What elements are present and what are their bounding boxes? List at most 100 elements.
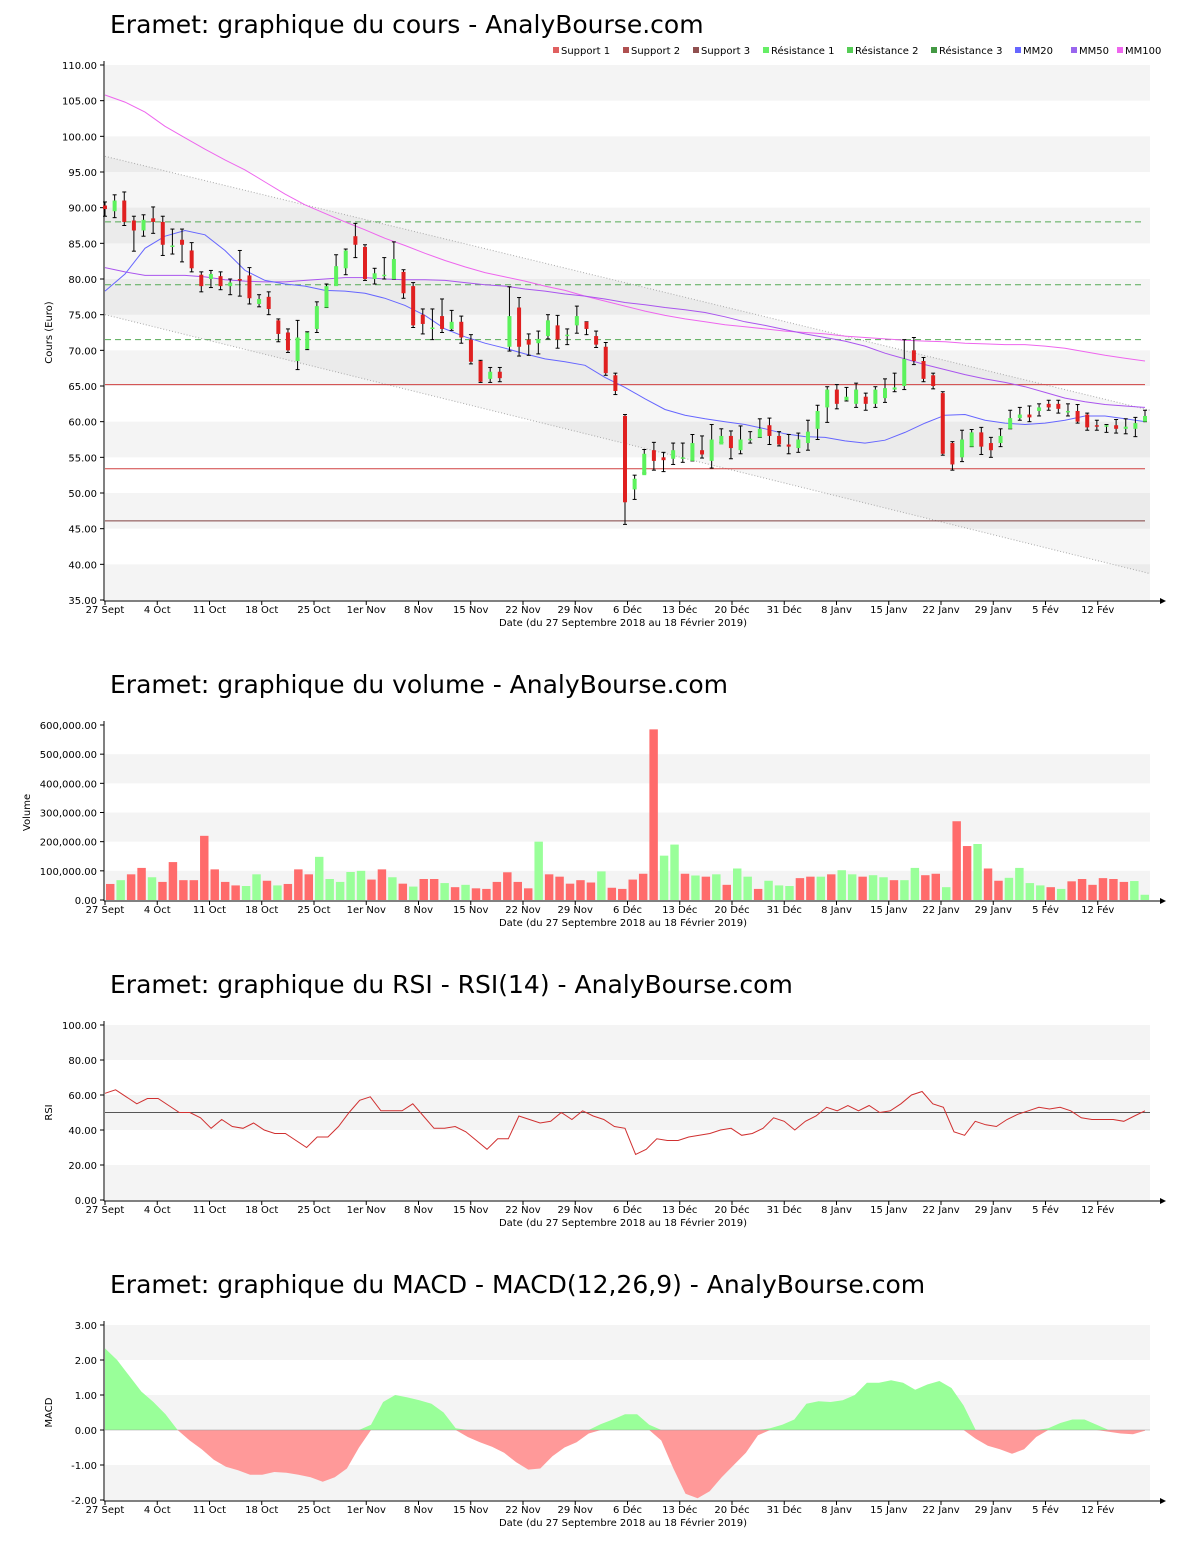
y-tick-label: 45.00 (68, 525, 97, 536)
grid-band (105, 754, 1150, 784)
y-axis-label: MACD (44, 1397, 55, 1427)
x-tick-label: 18 Oct (245, 1205, 278, 1216)
candle-body (911, 350, 916, 362)
candle-body (1046, 403, 1051, 408)
x-tick-label: 12 Fév (1081, 1504, 1114, 1516)
x-tick-label: 6 Déc (613, 904, 642, 916)
x-tick-label: 13 Déc (662, 1504, 697, 1516)
candle-body (825, 389, 830, 408)
candle-body (314, 306, 319, 329)
trend-channel-upper (104, 155, 1151, 411)
candle-body (160, 221, 165, 245)
volume-bar (283, 883, 293, 900)
x-tick-label: 22 Nov (505, 605, 541, 616)
macd-positive-area (105, 1348, 1145, 1430)
candle-body (786, 444, 791, 447)
x-axis-arrow (1160, 898, 1166, 904)
candle-body (565, 334, 570, 337)
x-tick-label: 25 Oct (297, 1505, 330, 1516)
x-tick-label: 20 Déc (714, 1204, 749, 1216)
candle-body (700, 450, 705, 455)
volume-bar (220, 881, 230, 900)
candle-body (1008, 418, 1013, 429)
y-tick-label: 100,000.00 (40, 867, 97, 878)
candle-body (757, 428, 762, 438)
chart-title: Eramet: graphique du MACD - MACD(12,26,9… (110, 1270, 926, 1299)
candle-body (372, 273, 377, 279)
volume-bar (524, 888, 533, 900)
volume-bar (409, 886, 418, 900)
candle-body (420, 314, 425, 324)
x-tick-label: 4 Oct (144, 1205, 171, 1216)
x-tick-label: 8 Nov (404, 1505, 433, 1516)
volume-bar (116, 880, 125, 900)
x-tick-label: 15 Janv (870, 605, 907, 616)
y-tick-label: 40.00 (68, 1126, 97, 1137)
volume-bar (126, 874, 136, 900)
x-tick-label: 13 Déc (662, 1204, 697, 1216)
x-tick-label: 22 Nov (505, 1505, 541, 1516)
volume-bar (889, 880, 899, 900)
candle-body (141, 219, 146, 231)
candle-body (777, 435, 782, 445)
volume-bar (827, 874, 836, 900)
volume-bar (722, 884, 731, 900)
x-tick-label: 31 Déc (767, 1204, 802, 1216)
rsi-chart-plot: 0.00 20.00 40.00 60.00 80.00 100.00 RSI 27 Sept… (44, 1021, 1166, 1229)
candle-body (411, 286, 416, 326)
x-axis-label: Date (du 27 Septembre 2018 au 18 Février… (499, 1217, 747, 1229)
x-tick-label: 6 Déc (613, 1204, 642, 1216)
volume-bar (367, 879, 376, 900)
volume-bar (106, 883, 115, 900)
x-tick-label: 4 Oct (144, 1505, 171, 1516)
candle-body (613, 375, 618, 391)
candle-body (440, 316, 445, 329)
y-tick-label: 90.00 (68, 204, 97, 215)
volume-bar (440, 883, 449, 900)
y-tick-label: 60.00 (68, 1091, 97, 1102)
x-tick-label: 1er Nov (347, 1505, 386, 1516)
x-axis-arrow (1160, 1498, 1166, 1504)
volume-bar (1098, 878, 1108, 900)
candle-body (748, 438, 753, 441)
x-tick-label: 29 Janv (975, 905, 1012, 916)
volume-bar (638, 873, 648, 900)
candle-body (883, 388, 887, 399)
legend-swatch (847, 47, 853, 53)
volume-bar (231, 885, 240, 900)
candle-body (285, 332, 290, 351)
candle-body (545, 320, 550, 337)
volume-bar (241, 886, 251, 900)
x-axis-label: Date (du 27 Septembre 2018 au 18 Février… (499, 917, 747, 929)
grid-band (105, 207, 1150, 244)
volume-bar (942, 887, 951, 900)
candle-body (680, 457, 685, 459)
x-tick-label: 15 Janv (870, 1505, 907, 1516)
x-tick-label: 20 Déc (714, 604, 749, 616)
candle-body (854, 389, 859, 404)
volume-bar (398, 883, 408, 900)
candle-body (103, 205, 107, 210)
volume-bar (576, 880, 585, 900)
volume-bar (1067, 881, 1076, 900)
candle-body (180, 239, 185, 245)
candle-body (651, 450, 656, 461)
candle-body (507, 316, 512, 347)
volume-bar (1130, 881, 1139, 900)
grid-band (105, 812, 1150, 842)
candle-body (623, 415, 627, 503)
x-tick-label: 12 Fév (1081, 904, 1114, 916)
legend-label: Support 2 (631, 46, 680, 57)
candle-body (594, 336, 599, 345)
candle-body (863, 396, 868, 404)
volume-bar (618, 888, 627, 900)
y-tick-label: 100.00 (62, 132, 97, 143)
legend-label: MM20 (1023, 46, 1053, 57)
x-tick-label: 1er Nov (347, 605, 386, 616)
y-tick-label: 300,000.00 (40, 809, 97, 820)
x-tick-label: 27 Sept (86, 605, 125, 616)
x-axis-arrow (1160, 598, 1166, 604)
y-tick-label: 105.00 (62, 97, 97, 108)
candle-body (401, 271, 406, 294)
y-tick-label: 65.00 (68, 382, 97, 393)
